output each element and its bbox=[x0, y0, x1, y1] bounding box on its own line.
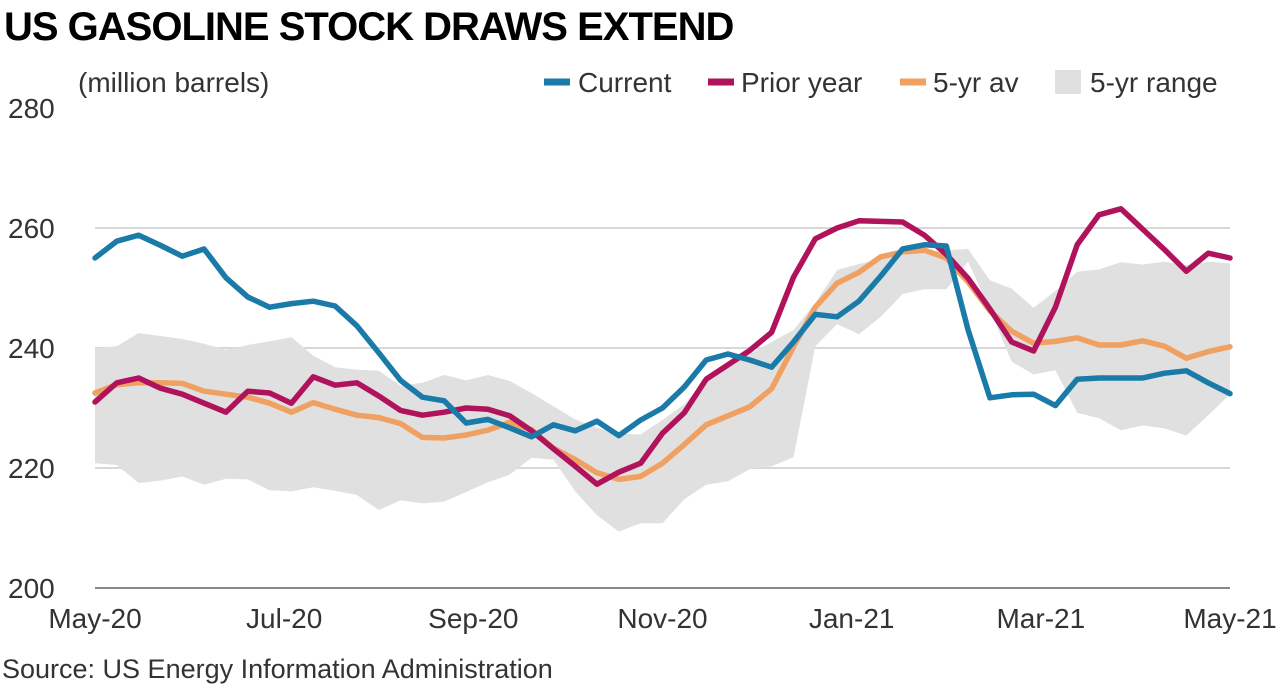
legend-label-prior-year: Prior year bbox=[741, 67, 862, 98]
y-tick-label: 200 bbox=[8, 573, 55, 604]
legend-swatch-5-yr-range bbox=[1055, 70, 1081, 94]
x-tick-label: Jan-21 bbox=[809, 603, 895, 634]
y-tick-label: 280 bbox=[8, 93, 55, 124]
y-tick-label: 260 bbox=[8, 213, 55, 244]
x-tick-label: May-21 bbox=[1183, 603, 1276, 634]
x-tick-label: Nov-20 bbox=[617, 603, 707, 634]
range-band bbox=[95, 249, 1230, 532]
x-tick-label: Jul-20 bbox=[246, 603, 322, 634]
y-axis-label: (million barrels) bbox=[78, 67, 269, 98]
series-lines bbox=[92, 206, 1233, 487]
source-note: Source: US Energy Information Administra… bbox=[2, 654, 553, 684]
x-tick-label: Sep-20 bbox=[428, 603, 518, 634]
legend-label-current: Current bbox=[578, 67, 672, 98]
legend: Current Prior year 5-yr av 5-yr range bbox=[544, 67, 1218, 98]
legend-label-5-yr-av: 5-yr av bbox=[933, 67, 1019, 98]
chart-title: US GASOLINE STOCK DRAWS EXTEND bbox=[4, 5, 734, 49]
y-tick-label: 240 bbox=[8, 333, 55, 364]
five-year-average-line bbox=[92, 247, 1233, 483]
axes: 200 220 240 260 280 May-20 Jul-20 Sep-20 Nov-20 J… bbox=[8, 93, 1277, 634]
x-tick-label: Mar-21 bbox=[996, 603, 1085, 634]
y-tick-label: 220 bbox=[8, 453, 55, 484]
x-tick-label: May-20 bbox=[48, 603, 141, 634]
legend-label-5-yr-range: 5-yr range bbox=[1090, 67, 1218, 98]
prior-year-line bbox=[92, 206, 1233, 487]
current-line bbox=[92, 232, 1233, 440]
five-year-range-area bbox=[95, 249, 1230, 532]
